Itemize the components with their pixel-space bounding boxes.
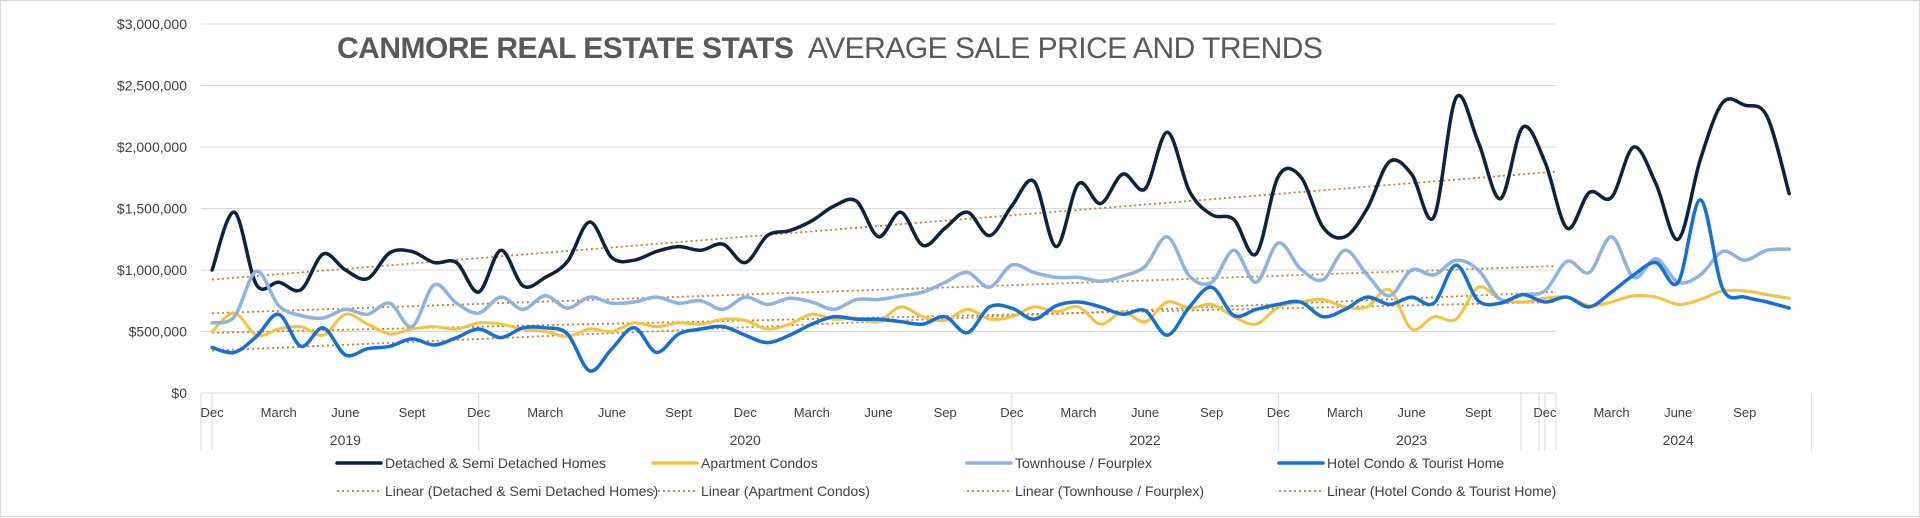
y-tick-label: $3,000,000 — [117, 16, 187, 32]
series-lines — [210, 93, 1791, 373]
x-tick-label: Dec — [1267, 405, 1291, 420]
series-line — [210, 235, 1791, 329]
year-label: 2022 — [1129, 432, 1160, 448]
x-tick-label: March — [1060, 405, 1096, 420]
x-axis: Dec March June Sept Dec March June Sept Dec March… — [200, 392, 1812, 451]
y-tick-label: $2,000,000 — [117, 139, 187, 155]
x-tick-label: Sep — [1733, 405, 1756, 420]
legend-label: Townhouse / Fourplex — [1015, 455, 1152, 471]
legend-label: Apartment Condos — [701, 455, 818, 471]
trendline — [212, 301, 1557, 334]
legend-label: Hotel Condo & Tourist Home — [1327, 455, 1504, 471]
x-tick-label: Sep — [934, 405, 957, 420]
chart-title: CANMORE REAL ESTATE STATS AVERAGE SALE P… — [337, 32, 1322, 65]
x-tick-label: Dec — [1000, 405, 1024, 420]
x-tick-label: Dec — [734, 405, 758, 420]
x-tick-label: Sep — [1200, 405, 1223, 420]
x-tick-label: June — [1131, 405, 1159, 420]
legend-label-trend: Linear (Detached & Semi Detached Homes) — [385, 483, 658, 499]
x-tick-label: March — [1593, 405, 1629, 420]
x-tick-label: March — [261, 405, 297, 420]
series-line — [210, 93, 1791, 294]
year-label: 2019 — [330, 432, 361, 448]
year-label: 2024 — [1663, 432, 1694, 448]
legend-label: Detached & Semi Detached Homes — [385, 455, 606, 471]
gridlines — [201, 23, 1556, 394]
x-tick-label: June — [331, 405, 359, 420]
x-tick-label: June — [1398, 405, 1426, 420]
x-tick-label: Dec — [467, 405, 491, 420]
x-tick-label: Sept — [665, 405, 692, 420]
legend-label-trend: Linear (Hotel Condo & Tourist Home) — [1327, 483, 1556, 499]
y-tick-label: $1,500,000 — [117, 201, 187, 217]
legend: Detached & Semi Detached Homes Apartment … — [335, 455, 1556, 499]
x-tick-label: Dec — [1533, 405, 1557, 420]
legend-label-trend: Linear (Townhouse / Fourplex) — [1015, 483, 1204, 499]
series-line — [210, 198, 1791, 373]
x-tick-label: Sept — [399, 405, 426, 420]
x-tick-label: June — [598, 405, 626, 420]
year-label: 2023 — [1396, 432, 1427, 448]
chart-title-rest: AVERAGE SALE PRICE AND TRENDS — [808, 32, 1323, 65]
y-tick-label: $0 — [171, 385, 187, 401]
y-tick-label: $1,000,000 — [117, 262, 187, 278]
chart-title-bold: CANMORE REAL ESTATE STATS — [337, 32, 793, 65]
x-tick-label: June — [1664, 405, 1692, 420]
y-tick-label: $2,500,000 — [117, 78, 187, 94]
x-tick-label: Sept — [1465, 405, 1492, 420]
x-tick-label: March — [1327, 405, 1363, 420]
legend-label-trend: Linear (Apartment Condos) — [701, 483, 870, 499]
series-line — [210, 285, 1791, 338]
trendline — [212, 265, 1557, 315]
year-label: 2020 — [730, 432, 761, 448]
x-tick-label: Dec — [201, 405, 225, 420]
y-axis: $0 $500,000 $1,000,000 $1,500,000 $2,000,000… — [117, 16, 187, 401]
x-tick-label: March — [794, 405, 830, 420]
x-tick-label: June — [864, 405, 892, 420]
x-tick-label: March — [527, 405, 563, 420]
y-tick-label: $500,000 — [129, 324, 188, 340]
